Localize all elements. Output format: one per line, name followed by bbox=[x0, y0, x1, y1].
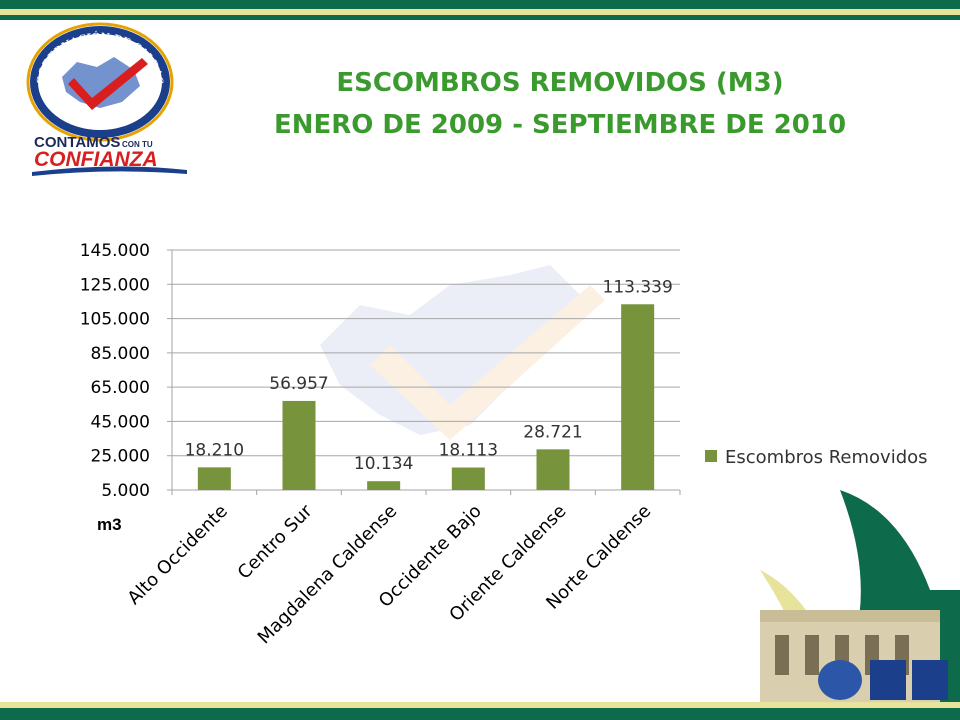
bar bbox=[282, 400, 316, 490]
y-tick-label: 25.000 bbox=[91, 447, 150, 467]
x-tick-label: Centro Sur bbox=[234, 500, 317, 583]
y-tick-label: 105.000 bbox=[80, 310, 150, 330]
title-line-2: ENERO DE 2009 - SEPTIEMBRE DE 2010 bbox=[273, 110, 847, 140]
data-label: 18.210 bbox=[185, 440, 244, 460]
x-tick-label: Magdalena Caldense bbox=[254, 501, 402, 649]
iqnet-badge-icon bbox=[912, 660, 948, 700]
y-tick-label: 125.000 bbox=[80, 275, 150, 295]
chart-grid bbox=[167, 249, 681, 495]
chart-bars bbox=[197, 304, 655, 490]
bar bbox=[621, 304, 655, 490]
legend-swatch bbox=[705, 450, 717, 462]
y-tick-label: 145.000 bbox=[80, 241, 150, 261]
logo-swoosh bbox=[32, 166, 187, 176]
data-labels: 18.210 56.957 10.134 18.113 28.721 113.339 bbox=[185, 277, 673, 474]
bar bbox=[197, 467, 231, 490]
bottom-stripe-yellow bbox=[0, 702, 960, 708]
slogan-small: CON TU bbox=[122, 140, 153, 149]
legend-label: Escombros Removidos bbox=[725, 447, 928, 468]
y-tick-label: 45.000 bbox=[91, 412, 150, 432]
data-label: 113.339 bbox=[603, 277, 673, 297]
y-tick-label: 5.000 bbox=[101, 481, 150, 501]
checkmark-icon bbox=[68, 58, 148, 110]
gobernacion-logo: GOBERNACIÓN DE CALDAS NUESTRA MEJOR EMPR… bbox=[22, 22, 187, 176]
data-label: 10.134 bbox=[354, 454, 413, 474]
y-tick-label: 65.000 bbox=[91, 378, 150, 398]
data-label: 28.721 bbox=[523, 422, 582, 442]
y-axis-label: m3 bbox=[97, 515, 122, 534]
x-tick-label: Alto Occidente bbox=[124, 501, 232, 609]
page-title: ESCOMBROS REMOVIDOS (M3) ENERO DE 2009 -… bbox=[230, 62, 890, 146]
bar bbox=[367, 481, 401, 490]
bottom-stripe-green bbox=[0, 708, 960, 720]
top-stripe-green-thin bbox=[0, 15, 960, 20]
slogan-line2: CONFIANZA bbox=[34, 148, 158, 171]
top-stripe-green bbox=[0, 0, 960, 9]
building-corner-image bbox=[760, 490, 960, 708]
map-check-watermark bbox=[320, 265, 605, 440]
top-stripe-yellow bbox=[0, 9, 960, 15]
slogan-line1: CONTAMOS bbox=[34, 134, 120, 151]
data-label: 18.113 bbox=[439, 441, 498, 461]
y-tick-label: 85.000 bbox=[91, 344, 150, 364]
data-label: 56.957 bbox=[269, 374, 328, 394]
icontec-badge-icon bbox=[870, 660, 906, 700]
certification-seal-icon bbox=[818, 660, 862, 700]
bar bbox=[536, 449, 570, 490]
y-axis-ticks: 145.000 125.000 105.000 85.000 65.000 45.000 2… bbox=[80, 241, 150, 501]
bar bbox=[451, 467, 485, 490]
title-line-1: ESCOMBROS REMOVIDOS (M3) bbox=[336, 68, 784, 98]
